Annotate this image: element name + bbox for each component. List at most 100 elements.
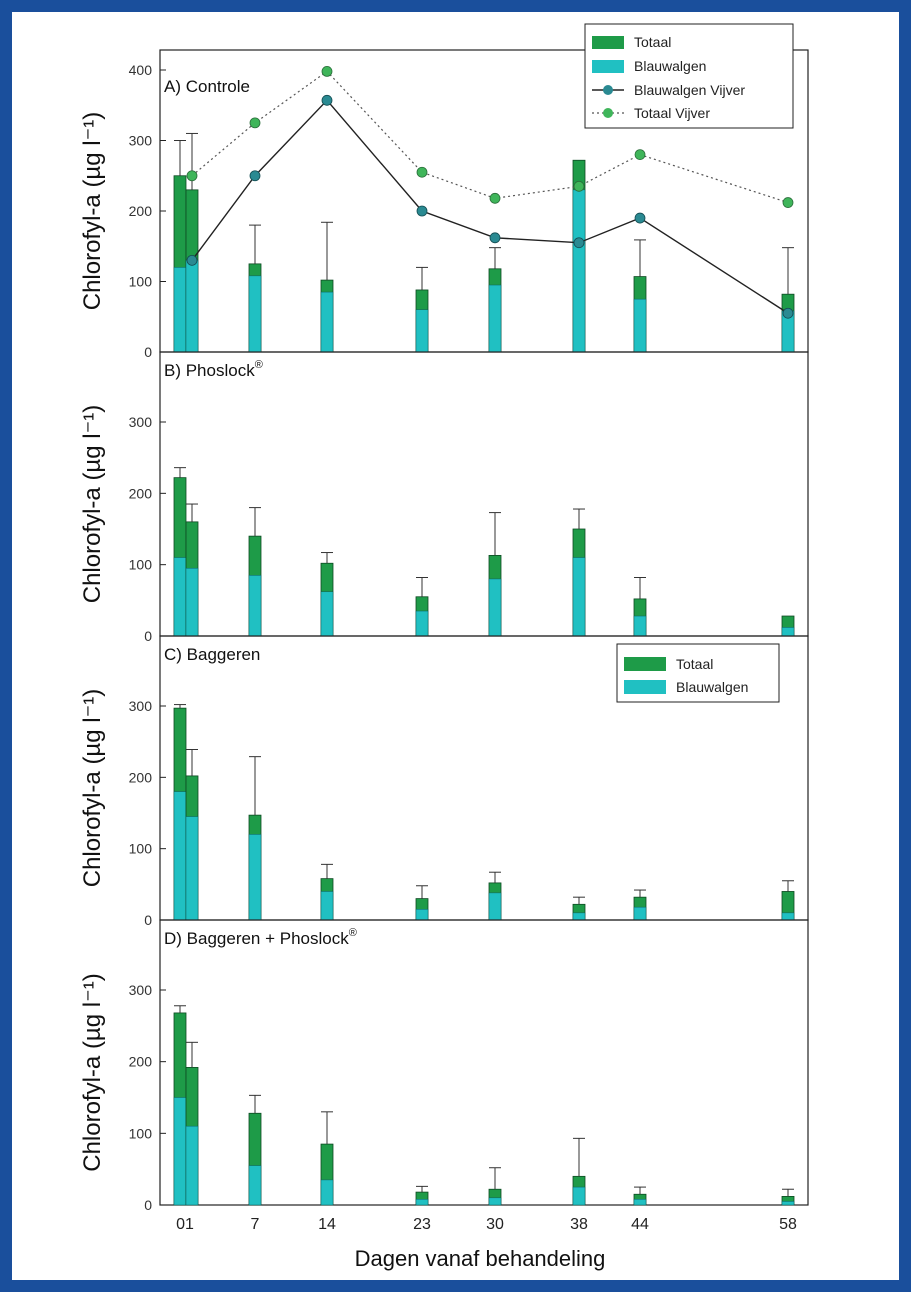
plot-frame <box>159 919 809 1206</box>
y-axis-label: Chlorofyl-a (µg l⁻¹) <box>79 405 106 604</box>
bar-group <box>633 577 647 637</box>
bar-blauwalgen <box>781 627 795 637</box>
legend-swatch-blauwalgen <box>592 60 624 73</box>
bar-group <box>488 871 502 921</box>
bar-blauwalgen <box>173 557 187 637</box>
y-tick-label: 100 <box>129 274 153 290</box>
y-axis-label: Chlorofyl-a (µg l⁻¹) <box>79 112 106 311</box>
bar-group <box>248 507 262 637</box>
legend-panel-c: Totaal Blauwalgen <box>616 643 780 703</box>
legend-swatch-totaal <box>624 657 666 671</box>
point-blauwalgen-vijver <box>321 94 333 106</box>
bar-blauwalgen <box>320 1179 334 1206</box>
bar-group <box>248 1094 262 1206</box>
bar-group <box>185 132 199 353</box>
y-tick-label: 400 <box>129 62 153 78</box>
bar-blauwalgen <box>572 557 586 637</box>
panel-1: 0 100 200 300 400 Chlorofyl-a (µg l⁻¹) A) Cont… <box>79 23 809 360</box>
y-tick-label: 200 <box>129 485 153 501</box>
legend-marker-blauwalgen-vijver <box>603 85 613 95</box>
bar-blauwalgen <box>633 298 647 353</box>
bar-group <box>185 1041 199 1206</box>
bar-blauwalgen <box>488 578 502 637</box>
bar-blauwalgen <box>248 275 262 353</box>
bar-blauwalgen <box>248 1165 262 1206</box>
bar-group <box>415 577 429 637</box>
bar-group <box>572 896 586 921</box>
legend-swatch-totaal <box>592 36 624 49</box>
y-tick-label: 100 <box>129 841 153 857</box>
bar-group <box>781 615 795 637</box>
bar-group <box>781 247 795 353</box>
point-blauwalgen-vijver <box>782 307 794 319</box>
bar-blauwalgen <box>185 260 199 353</box>
x-tick-label: 30 <box>486 1216 504 1233</box>
bar-group <box>415 1185 429 1206</box>
point-blauwalgen-vijver <box>634 212 646 224</box>
bar-group <box>320 1111 334 1206</box>
bar-group <box>248 224 262 353</box>
x-tick-label: 14 <box>318 1216 336 1233</box>
line-blauwalgen-vijver <box>191 99 789 314</box>
y-tick-label: 100 <box>129 557 153 573</box>
point-blauwalgen-vijver <box>186 254 198 266</box>
y-tick-label: 200 <box>129 769 153 785</box>
y-tick-label: 300 <box>129 414 153 430</box>
y-axis-label: Chlorofyl-a (µg l⁻¹) <box>79 689 106 888</box>
point-totaal-vijver <box>573 180 585 192</box>
bar-group <box>633 239 647 353</box>
legend-label-totaal: Totaal <box>676 656 713 672</box>
bar-blauwalgen <box>572 1186 586 1206</box>
x-tick-label: 38 <box>570 1216 588 1233</box>
bar-blauwalgen <box>415 1199 429 1206</box>
bar-group <box>173 467 187 637</box>
y-tick-label: 0 <box>144 344 152 360</box>
legend-panel-a: Totaal Blauwalgen Blauwalgen Vijver Totaal … <box>584 23 794 129</box>
bar-group <box>185 503 199 637</box>
bar-group <box>248 756 262 921</box>
x-tick-label: 44 <box>631 1216 649 1233</box>
bar-group <box>173 1005 187 1206</box>
legend-label-blauwalgen: Blauwalgen <box>676 679 748 695</box>
x-tick-label: 58 <box>779 1216 797 1233</box>
x-tick-label: 01 <box>176 1216 194 1233</box>
bar-blauwalgen <box>781 912 795 921</box>
point-blauwalgen-vijver <box>249 170 261 182</box>
legend-label-blauwalgen: Blauwalgen <box>634 58 706 74</box>
bar-blauwalgen <box>633 1199 647 1206</box>
panel-3: 0 100 200 300 Chlorofyl-a (µg l⁻¹) C) Baggere… <box>79 635 809 928</box>
bar-blauwalgen <box>320 891 334 921</box>
bar-blauwalgen <box>185 1125 199 1206</box>
registered-mark: ® <box>255 359 263 371</box>
point-totaal-vijver <box>186 170 198 182</box>
y-tick-label: 300 <box>129 133 153 149</box>
bar-blauwalgen <box>248 834 262 921</box>
bar-group <box>488 247 502 353</box>
bar-group <box>173 704 187 921</box>
y-axis-label: Chlorofyl-a (µg l⁻¹) <box>79 973 106 1172</box>
bar-blauwalgen <box>572 189 586 353</box>
y-tick-label: 0 <box>144 628 152 644</box>
y-tick-label: 300 <box>129 698 153 714</box>
bar-blauwalgen <box>415 610 429 637</box>
point-totaal-vijver <box>634 149 646 161</box>
bar-group <box>572 159 586 353</box>
point-totaal-vijver <box>489 192 501 204</box>
bar-blauwalgen <box>185 567 199 637</box>
point-totaal-vijver <box>416 166 428 178</box>
bar-group <box>320 552 334 637</box>
point-totaal-vijver <box>782 197 794 208</box>
bar-group <box>320 221 334 353</box>
point-blauwalgen-vijver <box>573 237 585 249</box>
bar-blauwalgen <box>488 284 502 353</box>
bar-blauwalgen <box>633 615 647 637</box>
legend-label-totaal-vijver: Totaal Vijver <box>634 105 710 121</box>
panel-title: C) Baggeren <box>164 645 260 664</box>
bar-group <box>173 140 187 353</box>
bar-group <box>488 512 502 637</box>
bar-blauwalgen <box>415 909 429 921</box>
x-axis-label: Dagen vanaf behandeling <box>355 1246 606 1271</box>
bar-blauwalgen <box>488 892 502 921</box>
y-tick-label: 200 <box>129 1054 153 1070</box>
